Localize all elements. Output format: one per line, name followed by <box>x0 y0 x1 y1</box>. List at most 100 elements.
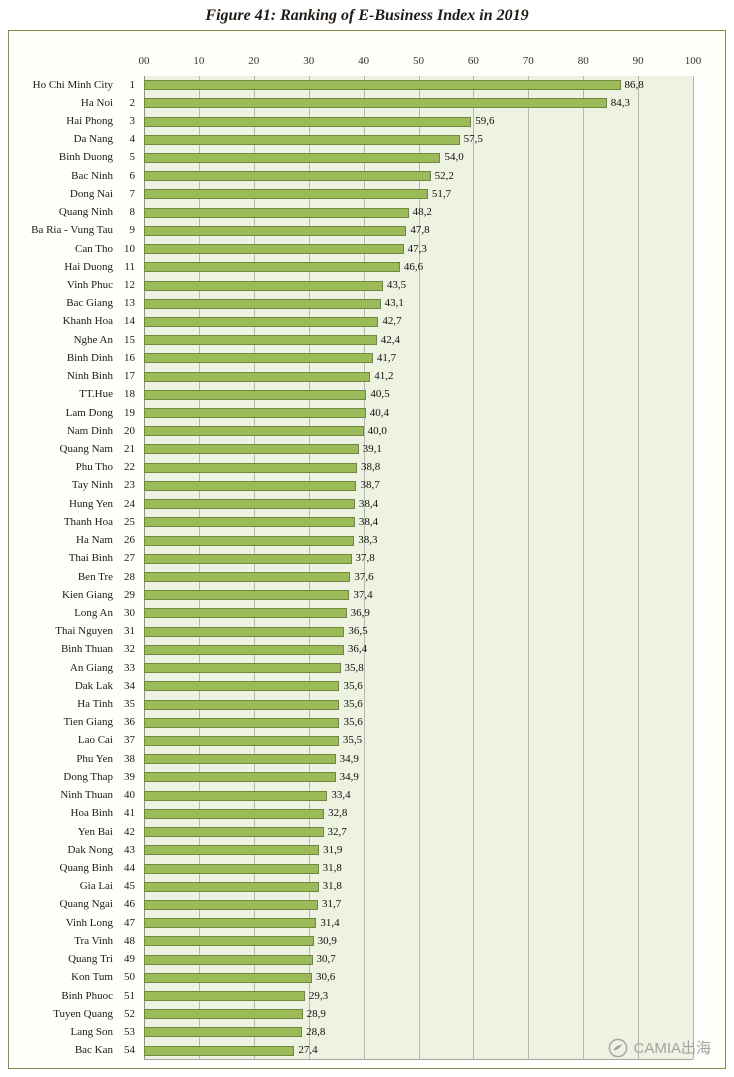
value-label: 47,3 <box>407 242 427 255</box>
province-name: Binh Dinh <box>66 351 113 364</box>
row-label: Binh Thuan 32 <box>9 644 144 655</box>
chart-row: Ho Chi Minh City 1 86,8 <box>9 76 725 94</box>
province-name: Kon Tum <box>71 971 113 984</box>
value-label: 30,9 <box>317 934 337 947</box>
bar-area: 52,2 <box>144 167 693 185</box>
rank-number: 19 <box>124 406 135 419</box>
rank-number: 2 <box>129 96 136 109</box>
rank-number: 6 <box>129 169 136 182</box>
watermark: CAMIA出海 <box>608 1037 711 1058</box>
chart-row: Hai Duong 11 46,6 <box>9 258 725 276</box>
rank-number: 16 <box>124 351 135 364</box>
row-label: Quang Ninh 8 <box>9 207 144 218</box>
row-label: Dak Lak 34 <box>9 680 144 692</box>
province-name: Dong Thap <box>63 770 113 783</box>
chart-row: Dak Nong 43 31,9 <box>9 841 725 859</box>
bar-area: 38,4 <box>144 513 693 531</box>
value-label: 28,9 <box>306 1007 326 1020</box>
rank-number: 42 <box>124 825 135 838</box>
bar-area: 40,0 <box>144 422 693 440</box>
province-name: Vinh Long <box>65 916 113 929</box>
rank-number: 47 <box>124 916 135 929</box>
province-name: Can Tho <box>75 242 113 255</box>
value-label: 40,0 <box>367 424 387 437</box>
bar <box>144 298 381 309</box>
bar <box>144 735 339 746</box>
bar-area: 54,0 <box>144 149 693 167</box>
row-label: Bac Ninh 6 <box>9 169 144 182</box>
province-name: Thai Nguyen <box>55 625 113 638</box>
row-label: Vinh Phuc 12 <box>9 280 144 291</box>
x-tick-label: 60 <box>467 55 479 67</box>
value-label: 35,6 <box>343 698 363 711</box>
rank-number: 27 <box>124 552 135 565</box>
rank-number: 26 <box>124 534 135 547</box>
province-name: Nghe An <box>73 333 113 346</box>
bar-area: 40,4 <box>144 404 693 422</box>
bar-area: 38,3 <box>144 531 693 549</box>
chart-row: Thanh Hoa 25 38,4 <box>9 513 725 531</box>
rank-number: 35 <box>124 698 135 711</box>
row-label: Bac Kan 54 <box>9 1045 144 1056</box>
rank-number: 51 <box>124 989 135 1002</box>
row-label: Hung Yen 24 <box>9 498 144 510</box>
bar-area: 43,5 <box>144 276 693 294</box>
rank-number: 21 <box>124 442 135 455</box>
row-label: Thai Nguyen 31 <box>9 626 144 637</box>
x-tick-label: 70 <box>522 55 534 67</box>
province-name: TT.Hue <box>79 388 113 401</box>
value-label: 35,6 <box>343 679 363 692</box>
bar <box>144 244 404 255</box>
province-name: Khanh Hoa <box>62 315 113 328</box>
value-label: 54,0 <box>444 151 464 164</box>
rank-number: 14 <box>124 315 135 328</box>
bar-area: 35,5 <box>144 732 693 750</box>
chart-row: Thai Nguyen 31 36,5 <box>9 623 725 641</box>
row-label: Dak Nong 43 <box>9 844 144 856</box>
bar-area: 59,6 <box>144 112 693 130</box>
bar-area: 51,7 <box>144 185 693 203</box>
gridline <box>308 76 310 1059</box>
camia-logo-icon <box>608 1038 628 1058</box>
value-label: 42,7 <box>382 315 402 328</box>
chart-row: Can Tho 10 47,3 <box>9 240 725 258</box>
rank-number: 29 <box>124 588 135 601</box>
chart-row: Tien Giang 36 35,6 <box>9 714 725 732</box>
rank-number: 3 <box>129 115 136 128</box>
value-label: 52,2 <box>434 169 454 182</box>
row-label: Long An 30 <box>9 607 144 619</box>
province-name: Quang Tri <box>68 953 113 966</box>
rank-number: 9 <box>129 224 136 237</box>
value-label: 48,2 <box>412 206 432 219</box>
bar <box>144 590 350 601</box>
chart-row: Da Nang 4 57,5 <box>9 131 725 149</box>
chart-row: Lam Dong 19 40,4 <box>9 404 725 422</box>
province-name: Ho Chi Minh City <box>32 78 113 91</box>
chart-row: Phu Yen 38 34,9 <box>9 750 725 768</box>
value-label: 35,5 <box>342 734 363 747</box>
chart-row: Bac Kan 54 27,4 <box>9 1042 725 1060</box>
rank-number: 40 <box>124 789 135 802</box>
chart-row: Kon Tum 50 30,6 <box>9 969 725 987</box>
bar-area: 47,3 <box>144 240 693 258</box>
value-label: 27,4 <box>298 1044 318 1057</box>
chart-row: Nam Dinh 20 40,0 <box>9 422 725 440</box>
bar <box>144 1027 303 1038</box>
rank-number: 32 <box>124 643 135 656</box>
chart-row: Tay Ninh 23 38,7 <box>9 477 725 495</box>
bar <box>144 225 407 236</box>
rank-number: 28 <box>124 570 135 583</box>
chart-row: An Giang 33 35,8 <box>9 659 725 677</box>
gridline <box>638 76 640 1059</box>
rank-number: 37 <box>124 734 135 747</box>
chart-row: Ha Noi 2 84,3 <box>9 94 725 112</box>
province-name: Bac Kan <box>74 1044 113 1057</box>
rank-number: 39 <box>124 770 135 783</box>
chart-row: Nghe An 15 42,4 <box>9 331 725 349</box>
bar <box>144 116 472 127</box>
bar <box>144 644 344 655</box>
bar-area: 31,8 <box>144 878 693 896</box>
value-label: 37,8 <box>355 552 375 565</box>
rank-number: 46 <box>124 898 135 911</box>
value-label: 47,8 <box>410 224 430 237</box>
